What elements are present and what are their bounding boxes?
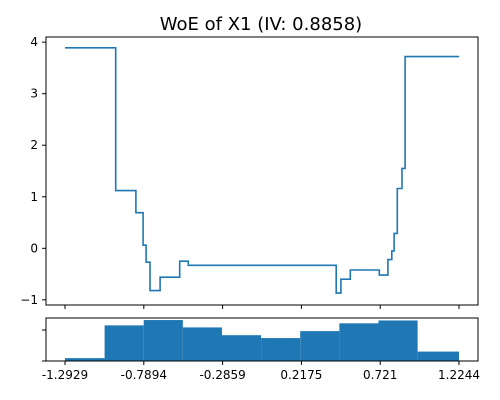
x-tick-label: -0.2859 <box>199 368 245 382</box>
histogram-bar <box>378 320 418 361</box>
y-tick-label: 2 <box>30 138 38 152</box>
woe-panel: −1 0 1 2 3 4 <box>20 35 479 309</box>
histogram-bar <box>65 358 105 361</box>
y-tick-label: 4 <box>30 35 38 49</box>
histogram-bar <box>417 351 459 361</box>
y-tick-label: 1 <box>30 190 38 204</box>
histogram-bar <box>300 331 340 361</box>
x-tick-label: -1.2929 <box>42 368 88 382</box>
x-tick-label: 1.2244 <box>438 368 480 382</box>
histogram-panel: -1.2929 -0.7894 -0.2859 0.2175 0.721 1.2244 <box>42 317 480 382</box>
histogram-bar <box>104 325 144 361</box>
histogram-y-ticks <box>42 329 46 362</box>
histogram-axes-frame <box>45 317 479 362</box>
woe-y-axis: −1 0 1 2 3 4 <box>20 35 46 307</box>
x-tick-label: -0.7894 <box>121 368 167 382</box>
histogram-bar <box>261 338 301 361</box>
y-tick-label: −1 <box>20 293 38 307</box>
histogram-x-axis: -1.2929 -0.7894 -0.2859 0.2175 0.721 1.2244 <box>42 361 480 382</box>
histogram-bar <box>182 327 222 361</box>
chart-title: WoE of X1 (IV: 0.8858) <box>160 14 362 35</box>
woe-x-ticks <box>64 305 460 309</box>
x-tick-label: 0.721 <box>363 368 397 382</box>
woe-step-line <box>65 47 459 294</box>
y-tick-label: 0 <box>30 241 38 255</box>
woe-axes-frame <box>45 36 479 306</box>
y-tick-label: 3 <box>30 87 38 101</box>
x-tick-label: 0.2175 <box>280 368 322 382</box>
histogram-bars <box>65 320 459 361</box>
histogram-bar <box>339 323 379 361</box>
histogram-bar <box>221 335 262 361</box>
histogram-bar <box>143 320 183 361</box>
